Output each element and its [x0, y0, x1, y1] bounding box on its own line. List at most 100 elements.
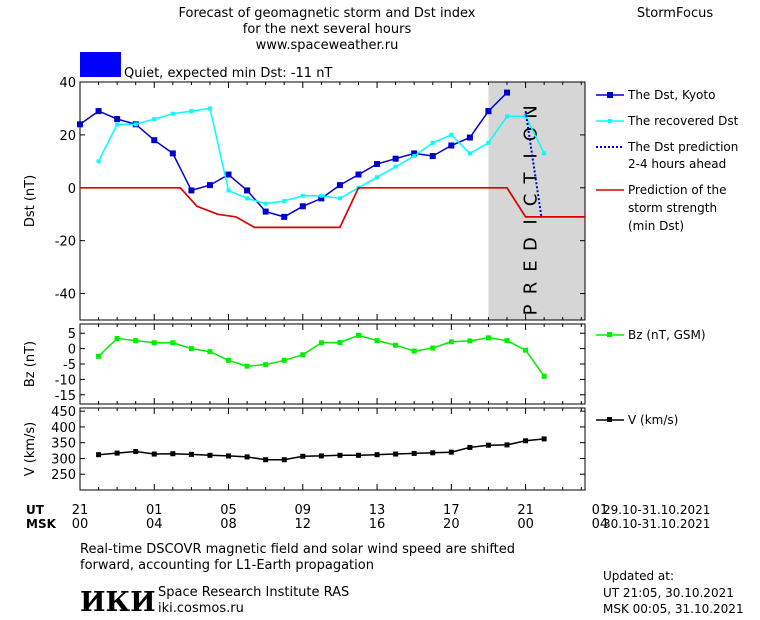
brand-label: StormFocus [637, 6, 713, 21]
bz-data-point [523, 347, 529, 353]
dst-data-point [299, 203, 306, 210]
ut-tick-label: 01 [146, 503, 163, 518]
dst-data-point [429, 153, 436, 160]
v-data-point [467, 444, 473, 450]
dst-data-point [115, 122, 120, 127]
prediction-band-letter: P [521, 304, 542, 315]
dst-data-point [262, 208, 269, 215]
legend-label-prediction-2: 2-4 hours ahead [628, 157, 726, 171]
updated-msk: MSK 00:05, 31.10.2021 [603, 602, 744, 616]
dst-data-point [170, 111, 175, 116]
ut-tick-label: 01 [592, 503, 609, 518]
ut-tick-label: 17 [443, 503, 460, 518]
bz-data-point [430, 345, 436, 351]
msk-tick-label: 12 [295, 517, 312, 532]
v-data-point [96, 452, 102, 458]
v-ytick-label: 300 [51, 452, 76, 467]
bz-data-point [337, 339, 343, 345]
ut-row-label: UT [26, 503, 45, 517]
msk-row-label: MSK [26, 517, 57, 531]
msk-tick-label: 08 [220, 517, 237, 532]
bz-ytick-label: -5 [63, 358, 76, 373]
prediction-band-letter: I [521, 219, 542, 224]
ut-tick-label: 13 [369, 503, 386, 518]
bz-data-point [133, 338, 139, 344]
bz-data-point [393, 342, 399, 348]
v-axis-label: V (km/s) [23, 422, 38, 477]
dst-data-point [151, 137, 158, 144]
dst-data-point [355, 171, 362, 178]
legend-label-dst: The Dst, Kyoto [627, 88, 715, 102]
bz-data-point [541, 373, 547, 379]
legend-label-bz: Bz (nT, GSM) [628, 328, 706, 342]
dst-axis-label: Dst (nT) [23, 175, 38, 227]
dst-data-point [448, 142, 455, 149]
dst-data-point [467, 151, 472, 156]
status-text: Quiet, expected min Dst: -11 nT [124, 66, 332, 81]
msk-tick-label: 04 [146, 517, 163, 532]
v-ytick-label: 400 [51, 421, 76, 436]
bz-ytick-label: 0 [68, 343, 76, 358]
v-ytick-label: 450 [51, 405, 76, 420]
v-data-point [207, 452, 213, 458]
prediction-band [488, 82, 585, 320]
iki-logo: ИКИ [80, 587, 156, 618]
dst-data-point [505, 114, 510, 119]
dst-data-point [485, 108, 492, 115]
v-data-point [411, 450, 417, 456]
dst-data-point [411, 150, 418, 157]
dst-data-point [169, 150, 176, 157]
dst-data-point [245, 196, 250, 201]
dst-data-point [374, 160, 381, 167]
dst-data-point [300, 193, 305, 198]
dst-data-point [152, 117, 157, 122]
v-data-point [393, 451, 399, 457]
dst-ytick-label: -20 [55, 235, 76, 250]
dst-data-point [336, 182, 343, 189]
v-data-point [151, 451, 157, 457]
chart-title-line-2: for the next several hours [243, 22, 412, 37]
dst-data-point [207, 106, 212, 111]
v-data-point [170, 451, 176, 457]
bz-data-point [114, 335, 120, 341]
legend-label-strength-1: Prediction of the [628, 183, 727, 197]
v-data-point [318, 453, 324, 459]
updated-ut: UT 21:05, 30.10.2021 [603, 586, 734, 600]
dst-data-point [430, 140, 435, 145]
dst-data-point [188, 187, 195, 194]
v-ytick-label: 250 [51, 468, 76, 483]
legend-item-dst: The Dst, Kyoto [596, 88, 715, 102]
dst-ytick-label: -40 [55, 288, 76, 303]
dst-data-point [281, 213, 288, 220]
legend-label-strength-3: (min Dst) [628, 219, 684, 233]
legend-label-prediction-1: The Dst prediction [627, 140, 738, 154]
legend-item-bz: Bz (nT, GSM) [596, 328, 706, 342]
bz-data-point [96, 353, 102, 359]
legend-item-v: V (km/s) [596, 413, 678, 427]
v-data-point [244, 454, 250, 460]
dst-data-point [393, 164, 398, 169]
v-data-point [541, 436, 547, 442]
dst-data-point [77, 121, 83, 128]
dst-series-line [80, 186, 585, 229]
msk-tick-label: 20 [443, 517, 460, 532]
msk-tick-label: 00 [517, 517, 534, 532]
v-data-point [281, 457, 287, 463]
prediction-band-letter: D [521, 237, 542, 251]
v-data-point [485, 442, 491, 448]
dst-data-point [114, 116, 121, 123]
v-ytick-label: 350 [51, 437, 76, 452]
dst-data-point [206, 182, 213, 189]
dst-data-point [504, 89, 511, 96]
prediction-band-letter: C [521, 194, 542, 207]
dst-series-line [487, 92, 508, 112]
legend-item-recovered: The recovered Dst [596, 114, 739, 128]
legend-label-strength-2: storm strength [628, 201, 717, 215]
v-data-point [263, 457, 269, 463]
dst-ytick-label: 0 [68, 182, 76, 197]
dst-ytick-label: 20 [59, 129, 76, 144]
bz-data-point [263, 362, 269, 368]
dst-frame [79, 81, 586, 321]
